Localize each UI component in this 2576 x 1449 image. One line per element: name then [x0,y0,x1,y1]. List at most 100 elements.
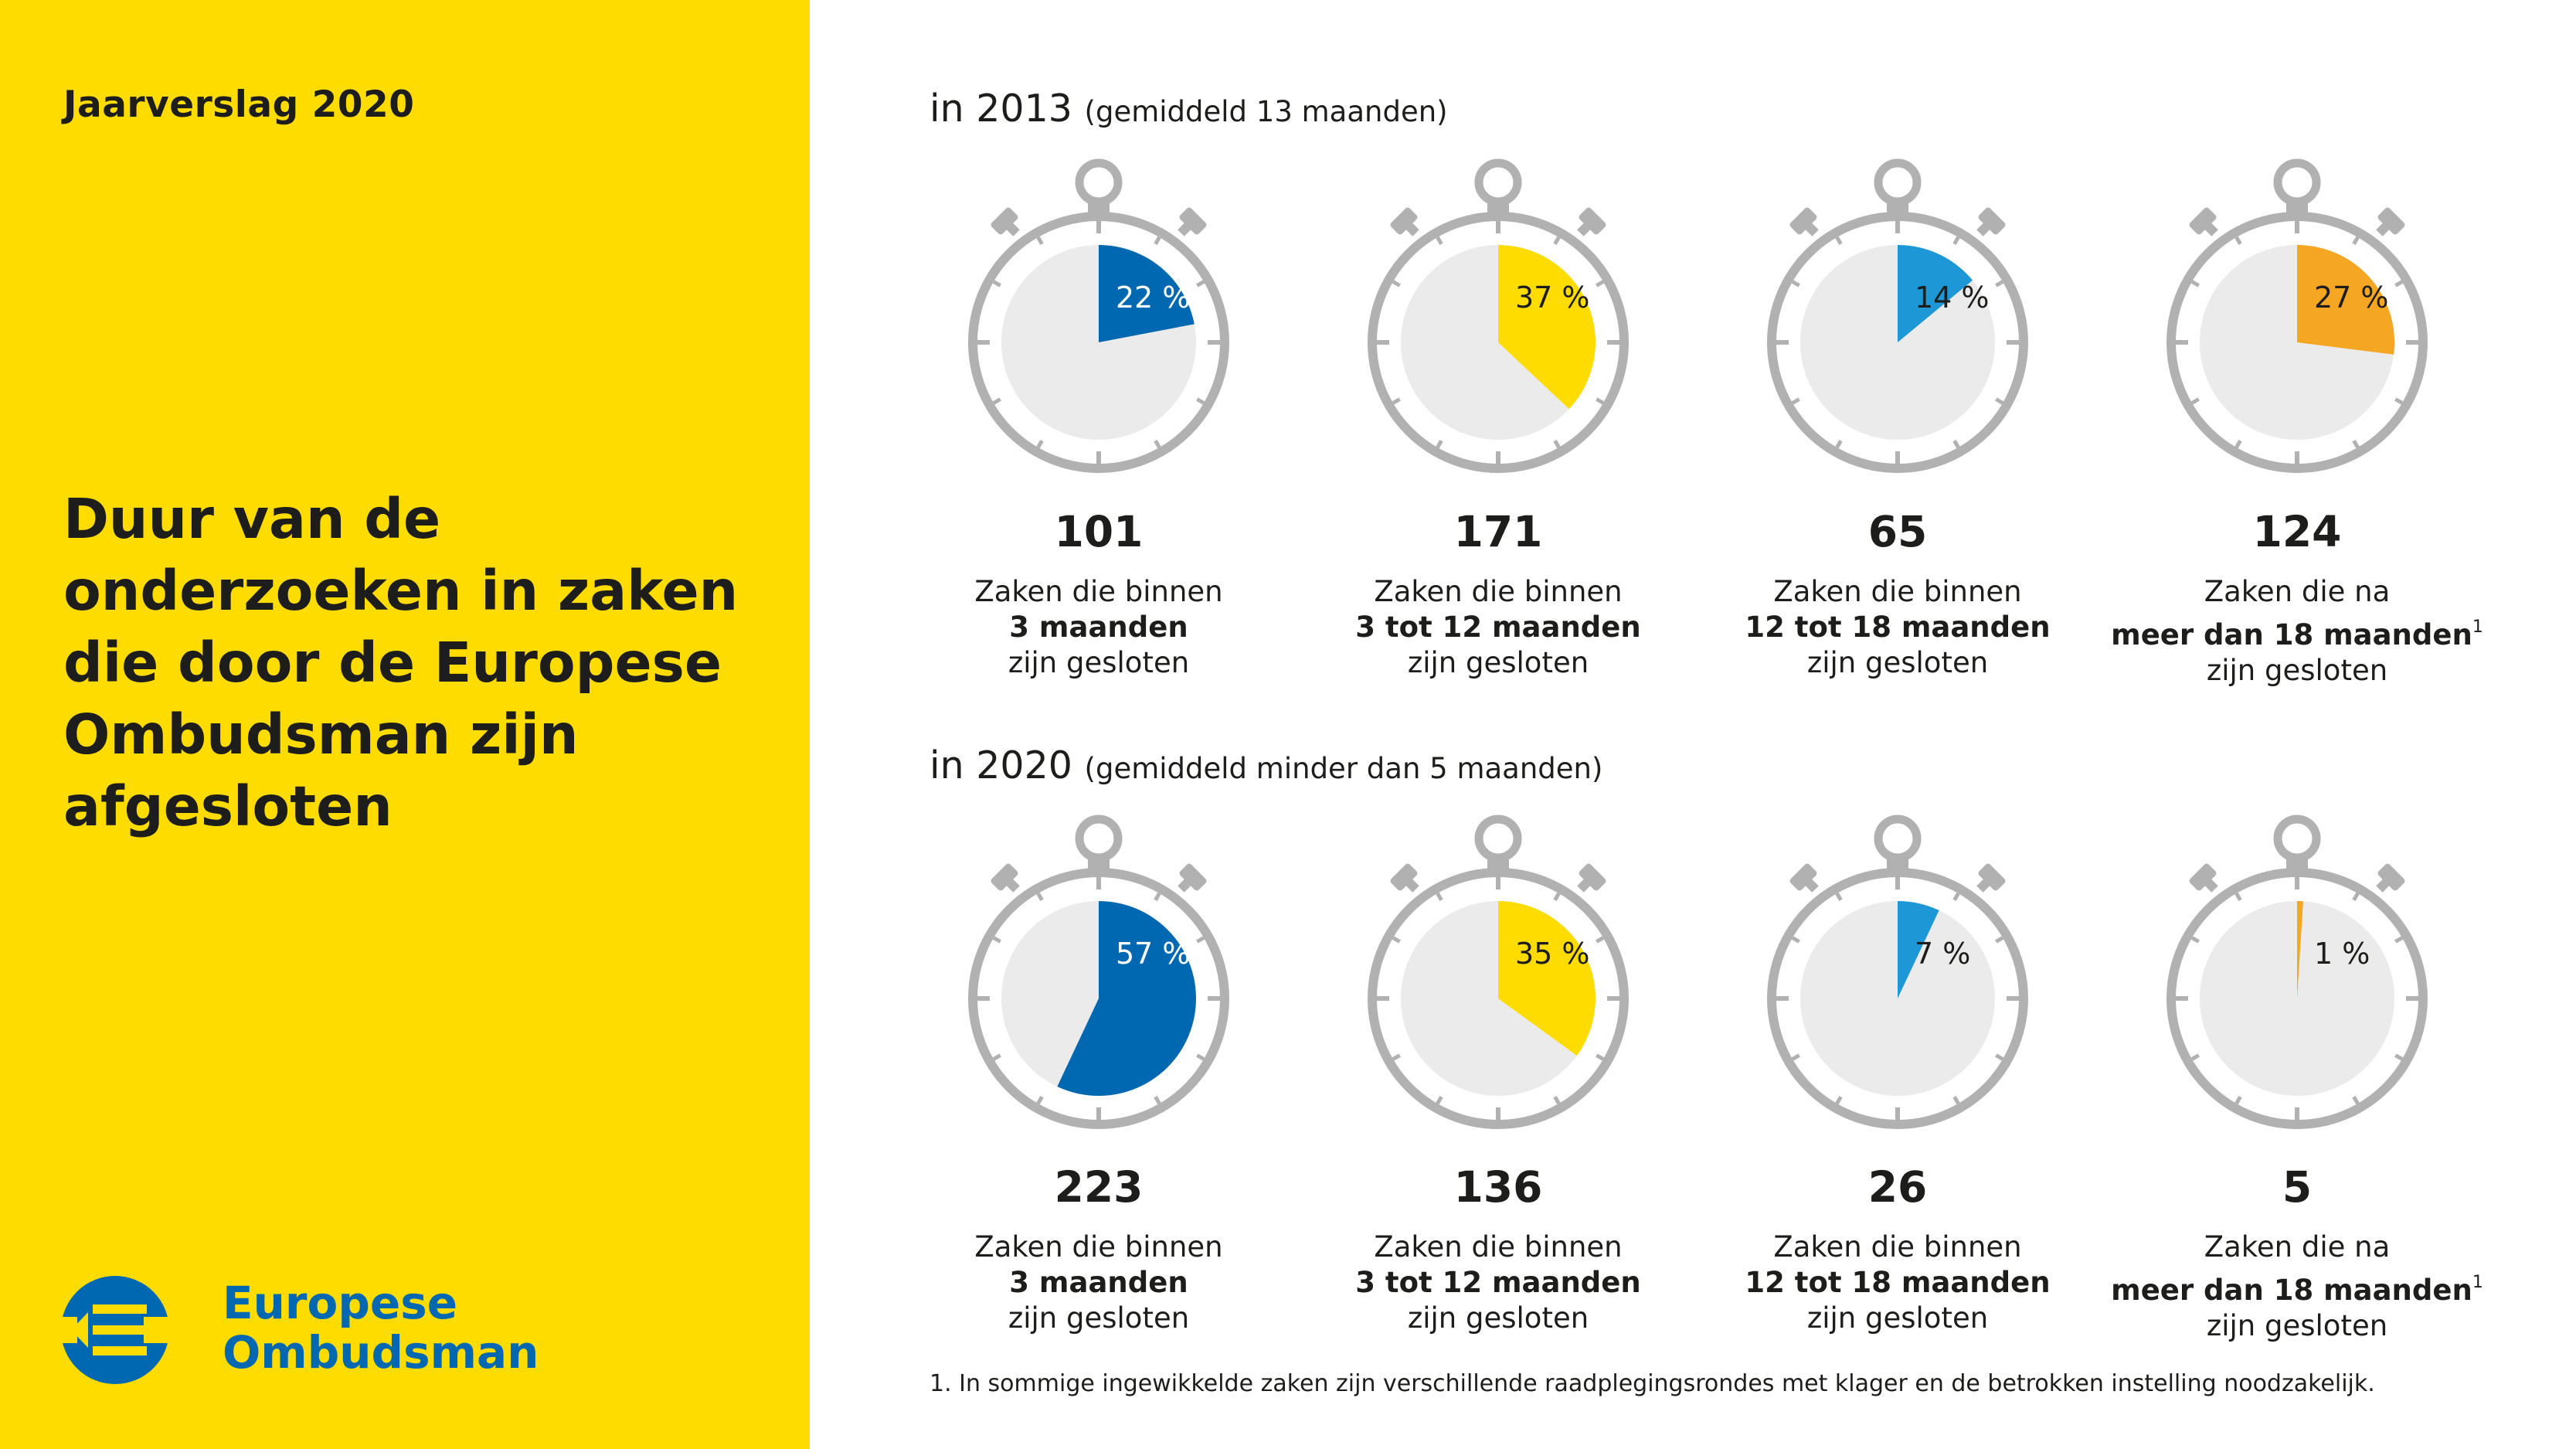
stopwatch-tick [2190,280,2200,287]
stat-block: 223 Zaken die binnen 3 maanden zijn geslote… [898,1162,1300,1336]
pie-slice [2297,245,2395,355]
stopwatch-side-button [1390,863,1419,893]
euro-ombudsman-logo-icon [57,1276,173,1384]
stopwatch-tick [1596,280,1605,287]
desc-line: zijn gesloten [1008,646,1190,679]
stopwatch-tick [1436,1096,1443,1105]
stopwatch-tick [1036,1096,1044,1105]
data-label: 27 % [2314,281,2389,315]
desc-line: Zaken die binnen [1374,1230,1623,1264]
stopwatch: 14 % [1735,149,2060,505]
stopwatch-tick [1553,440,1561,449]
logo-text-line-2: Ombudsman [223,1326,539,1379]
pie-slice [1498,245,1596,410]
stopwatch-tick [1196,397,1205,405]
data-label: 22 % [1116,281,1191,315]
desc-period: 3 maanden [1009,611,1188,644]
stopwatch-tick [1791,397,1800,405]
stopwatch-tick [1995,1053,2004,1061]
stopwatch-side-button [991,207,1020,236]
stopwatch-tick [1154,892,1161,901]
stopwatch-tick [2352,1096,2360,1105]
stopwatch-crown [1874,158,1922,206]
stopwatch-tick [1791,936,1800,944]
stopwatch: 27 % [2135,149,2459,505]
footnote: 1. In sommige ingewikkelde zaken zijn ve… [929,1370,2375,1397]
stopwatch-tick [1995,397,2004,405]
stopwatch-tick [2352,892,2360,901]
desc-period: meer dan 18 maanden1 [2111,617,2483,651]
desc-line: zijn gesloten [1008,1301,1190,1335]
pie-slice [1099,245,1195,342]
stopwatch-tick [992,280,1001,287]
case-count: 5 [2282,1162,2313,1212]
stopwatch-tick [1436,892,1443,901]
stopwatch-tick [1436,440,1443,449]
stopwatch: 35 % [1336,805,1660,1161]
stopwatch-tick [1952,892,1960,901]
stopwatch-side-button [2189,863,2218,893]
stopwatch-tick [1196,1053,1205,1061]
footnote-ref: 1 [2472,617,2483,637]
desc-line: Zaken die binnen [1773,1230,2022,1264]
stopwatch-tick [1392,397,1401,405]
stopwatch-side-button [1577,207,1606,236]
desc-line: Zaken die na [2204,575,2391,608]
stopwatch-side-button [1789,207,1819,236]
pie-slice [1898,245,1973,342]
stopwatch-tick [2352,236,2360,245]
stopwatch-tick [1436,236,1443,245]
stopwatch-tick [2234,236,2242,245]
data-label: 1 % [2314,937,2370,971]
stat-block: 171 Zaken die binnen 3 tot 12 maanden zijn … [1297,506,1699,681]
stopwatch-tick [1596,1053,1605,1061]
case-count: 65 [1867,507,1928,556]
desc-line: Zaken die binnen [974,1230,1223,1264]
desc-period: 12 tot 18 maanden [1745,611,2051,644]
section-subtitle: (gemiddeld minder dan 5 maanden) [1084,752,1603,785]
stopwatch-tick [1952,440,1960,449]
stopwatch-side-button [991,863,1020,893]
stopwatch-tick [2190,1053,2200,1061]
stopwatch-side-button [1178,863,1207,893]
data-label: 14 % [1915,281,1990,315]
stopwatch: 57 % [936,805,1261,1161]
stopwatch-graphic [2166,158,2428,473]
section-year: in 2013 [929,87,1072,131]
desc-period: 3 tot 12 maanden [1355,611,1641,644]
stopwatch-tick [992,1053,1001,1061]
desc-line: zijn gesloten [2206,654,2388,687]
stopwatch-tick [1952,236,1960,245]
stopwatch-tick [2234,892,2242,901]
stopwatch-crown [1075,158,1123,206]
stopwatch: 22 % [936,149,1261,505]
stopwatch-crown [1075,815,1123,862]
stopwatch-tick [992,397,1001,405]
desc-line: zijn gesloten [1407,646,1589,679]
section-title-2020: in 2020 (gemiddeld minder dan 5 maanden) [929,743,1602,787]
stopwatch-tick [2190,397,2200,405]
stopwatch-tick [1154,236,1161,245]
data-label: 37 % [1515,281,1590,315]
stopwatch-graphic [1368,158,1629,473]
stopwatch-tick [1995,280,2004,287]
stopwatch-tick [1835,440,1843,449]
stopwatch-crown [1474,815,1522,862]
data-label: 7 % [1915,937,1971,971]
page-title: Duur van de onderzoeken in zaken die doo… [63,487,739,838]
section-year: in 2020 [929,743,1072,787]
stopwatch-side-button [1390,207,1419,236]
stopwatch-tick [1596,397,1605,405]
desc-line: Zaken die binnen [974,575,1223,608]
desc-period: 3 maanden [1009,1266,1188,1299]
stopwatch-side-button [1789,863,1819,893]
stopwatch-graphic [2166,815,2428,1129]
stat-block: 136 Zaken die binnen 3 tot 12 maanden zijn … [1297,1162,1699,1336]
case-description: Zaken die na meer dan 18 maanden1 zijn ges… [2096,574,2498,689]
stopwatch: 1 % [2135,805,2459,1161]
data-label: 35 % [1515,937,1590,971]
pie-slice [1498,901,1596,1056]
stopwatch-tick [1392,1053,1401,1061]
stopwatch-graphic [1368,815,1629,1129]
stopwatch-graphic [968,158,1229,473]
